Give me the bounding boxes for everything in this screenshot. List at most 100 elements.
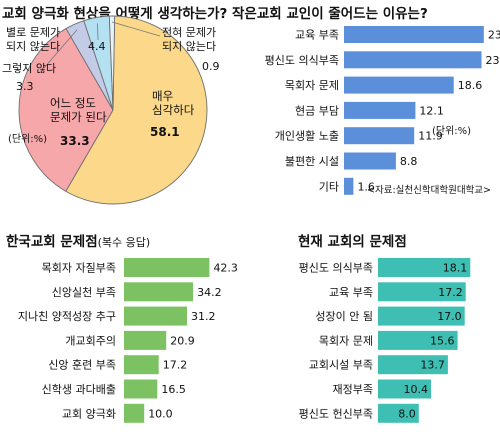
korean-church-problem-3-label: 지나친 양적성장 추구 — [18, 310, 116, 323]
reasons-bar-7-value: 1.6 — [357, 180, 375, 193]
korean-church-problem-7-value: 10.0 — [148, 407, 173, 420]
current-church-problem-4-bar — [378, 330, 458, 350]
pie-label-somewhat-problem-line-1: 어느 정도 — [50, 96, 96, 110]
pie-label-somewhat-problem-line-2: 문제가 된다 — [50, 110, 107, 124]
reasons-chart-panel: 작은교회 교인이 줄어드는 이유는? 교육 부족 23.7 평신도 의식부족 23.3… — [232, 5, 500, 196]
reasons-bar-4-value: 12.1 — [419, 104, 444, 117]
pie-label-not-much-problem-line-1: 별로 문제가 — [6, 26, 60, 39]
korean-church-problem-1-bar — [124, 258, 210, 277]
reasons-unit-note: (단위:%) — [432, 124, 471, 137]
korean-church-problems-title: 한국교회 문제점(복수 응답) — [6, 233, 150, 250]
pie-leader-lines — [43, 21, 161, 69]
reasons-bar-3-value: 18.6 — [458, 79, 483, 92]
pie-slice-somewhat-problem — [18, 27, 114, 192]
reasons-bar-2-bar — [344, 51, 482, 69]
pie-chart-title: 교회 양극화 현상을 어떻게 생각하는가? — [2, 5, 227, 22]
korean-church-problem-3-value: 31.2 — [191, 310, 216, 323]
pie-label-very-serious-line-1: 매우 — [152, 89, 173, 103]
current-church-problem-3-bar — [378, 306, 465, 326]
current-church-problems-title: 현재 교회의 문제점 — [298, 233, 407, 250]
korean-church-problem-4-value: 20.9 — [170, 334, 195, 347]
pie-leader-not-much-problem — [97, 23, 99, 41]
reasons-bar-5-label: 개인생활 노출 — [275, 129, 339, 143]
current-church-problem-4-value: 15.6 — [430, 334, 455, 347]
current-church-problems-panel: 현재 교회의 문제점 평신도 의식부족 18.1 교육 부족 17.2 성장이 안 됨 1… — [298, 233, 471, 423]
korean-church-problem-2-label: 신앙실천 부족 — [52, 285, 116, 299]
reasons-bar-3-bar — [344, 76, 454, 94]
korean-church-problems-subtitle: (복수 응답) — [98, 236, 151, 249]
current-church-problem-7-bar — [378, 403, 419, 423]
current-church-problem-3-label: 성장이 안 됨 — [315, 310, 373, 323]
current-church-problem-7-label: 평신도 헌신부족 — [299, 407, 373, 420]
reasons-bar-3-label: 목회자 문제 — [285, 79, 339, 92]
pie-label-not-so: 그렇지 않다 — [2, 62, 56, 75]
current-church-problem-2-bar — [378, 282, 466, 302]
korean-church-problem-5-value: 17.2 — [163, 359, 188, 372]
current-church-problem-5-bar — [378, 355, 448, 375]
pie-label-not-much-problem-line-2: 되지 않는다 — [6, 40, 60, 53]
reasons-bar-1-bar — [344, 26, 484, 43]
current-church-problem-7-value: 8.0 — [398, 407, 416, 420]
pie-slice-no-problem — [108, 15, 116, 111]
pie-value-not-so: 3.3 — [16, 80, 34, 93]
pie-value-no-problem: 0.9 — [202, 60, 220, 73]
reasons-bars: 교육 부족 23.7 평신도 의식부족 23.3 목회자 문제 18.6 현금 부담 12.1… — [265, 26, 500, 195]
pie-label-no-problem-line-1: 전혀 문제가 — [162, 26, 216, 39]
reasons-bar-7-bar — [344, 177, 354, 195]
korean-church-problem-6-bar — [124, 379, 158, 399]
current-church-problem-4-label: 목회자 문제 — [319, 334, 373, 347]
korean-church-problem-2-bar — [124, 282, 194, 302]
pie-slices — [18, 15, 208, 205]
pie-unit-note: (단위:%) — [8, 132, 47, 145]
korean-church-problems-panel: 한국교회 문제점(복수 응답) 목회자 자질부족 42.3 신앙실천 부족 34.2 지… — [6, 233, 238, 423]
reasons-bar-2-label: 평신도 의식부족 — [265, 54, 339, 67]
korean-church-problem-7-bar — [124, 403, 145, 423]
current-church-problem-6-value: 10.4 — [404, 383, 429, 396]
current-church-problem-1-value: 18.1 — [443, 262, 468, 275]
korean-church-problem-3-bar — [124, 306, 187, 326]
pie-slice-very-serious — [65, 15, 208, 205]
pie-label-no-problem-line-2: 되지 않는다 — [162, 40, 216, 53]
reasons-source-note: <자료:실천신학대학원대학교> — [367, 185, 491, 196]
current-church-problem-2-value: 17.2 — [438, 286, 463, 299]
reasons-bar-4-label: 현금 부담 — [295, 104, 339, 117]
korean-church-problems-bars: 목회자 자질부족 42.3 신앙실천 부족 34.2 지나친 양적성장 추구 31.2 개교… — [18, 258, 238, 423]
pie-leader-no-problem — [111, 21, 161, 37]
pie-leader-not-so — [43, 29, 78, 69]
korean-church-problem-4-bar — [124, 330, 167, 350]
current-church-problems-bars: 평신도 의식부족 18.1 교육 부족 17.2 성장이 안 됨 17.0 목회자 문제 15… — [299, 258, 471, 423]
korean-church-problem-2-value: 34.2 — [197, 286, 222, 299]
pie-label-very-serious-line-2: 심각하다 — [152, 103, 195, 117]
reasons-chart-title: 작은교회 교인이 줄어드는 이유는? — [232, 5, 428, 22]
current-church-problem-5-label: 교회시설 부족 — [309, 359, 373, 372]
korean-church-problem-4-label: 개교회주의 — [65, 334, 116, 347]
current-church-problem-1-label: 평신도 의식부족 — [299, 262, 373, 275]
reasons-bar-6-value: 8.8 — [400, 155, 418, 168]
current-church-problem-1-bar — [378, 258, 471, 277]
current-church-problem-6-label: 재정부족 — [333, 383, 373, 396]
korean-church-problems-title-main: 한국교회 문제점 — [6, 233, 98, 250]
reasons-bar-6-label: 불편한 시설 — [285, 155, 339, 168]
current-church-problem-2-label: 교육 부족 — [329, 286, 373, 299]
korean-church-problem-5-label: 신앙 훈련 부족 — [48, 359, 116, 372]
current-church-problem-6-bar — [378, 379, 431, 399]
reasons-bar-6-bar — [344, 152, 396, 170]
reasons-bar-5-bar — [344, 127, 415, 145]
reasons-bar-4-bar — [344, 101, 416, 119]
pie-value-somewhat-problem: 33.3 — [60, 134, 90, 148]
korean-church-problem-6-label: 신학생 과다배출 — [42, 383, 116, 396]
reasons-bar-1-label: 교육 부족 — [295, 29, 339, 42]
korean-church-problem-5-bar — [124, 355, 159, 375]
korean-church-problem-7-label: 교회 양극화 — [62, 407, 116, 420]
reasons-bar-5-value: 11.9 — [418, 130, 443, 143]
reasons-bar-7-label: 기타 — [319, 180, 339, 193]
reasons-bar-1-value: 23.7 — [488, 29, 500, 42]
pie-value-not-much-problem: 4.4 — [88, 40, 106, 53]
current-church-problem-5-value: 13.7 — [420, 359, 445, 372]
pie-value-very-serious: 58.1 — [150, 125, 180, 139]
korean-church-problem-1-label: 목회자 자질부족 — [42, 262, 116, 275]
korean-church-problem-1-value: 42.3 — [213, 262, 238, 275]
